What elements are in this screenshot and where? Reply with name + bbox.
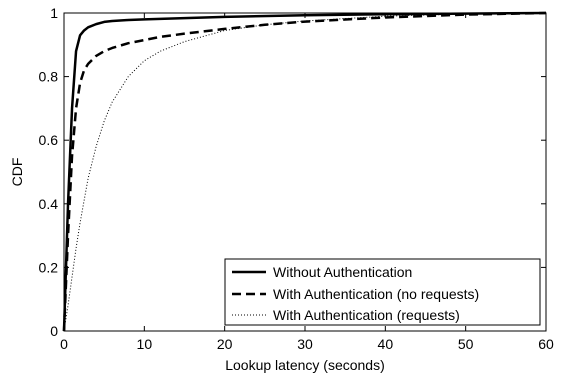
legend: Without Authentication With Authenticati… xyxy=(224,258,541,326)
series-line-auth-no-requests xyxy=(62,11,547,332)
axis-ticks: 0 10 20 30 40 50 60 0 0.2 0.4 0.6 0.8 1 xyxy=(39,5,554,352)
series-line-auth-requests xyxy=(63,12,547,332)
series-lines xyxy=(62,11,547,332)
x-tick-label: 40 xyxy=(378,336,394,352)
y-tick-label: 0.2 xyxy=(39,259,59,275)
x-tick-label: 60 xyxy=(538,336,554,352)
y-tick-label: 0.8 xyxy=(39,69,59,85)
y-tick-label: 1 xyxy=(50,5,58,21)
x-tick-label: 30 xyxy=(297,336,313,352)
x-axis-label: Lookup latency (seconds) xyxy=(225,357,385,373)
y-tick-label: 0.6 xyxy=(39,132,59,148)
x-tick-label: 50 xyxy=(458,336,474,352)
legend-label-auth-requests: With Authentication (requests) xyxy=(273,307,460,323)
legend-label-without-auth: Without Authentication xyxy=(273,264,412,280)
x-tick-label: 10 xyxy=(137,336,153,352)
y-tick-label: 0 xyxy=(50,323,58,339)
legend-label-auth-no-requests: With Authentication (no requests) xyxy=(273,286,479,302)
series-line-without-auth xyxy=(62,11,547,332)
legend-box xyxy=(224,258,541,326)
x-tick-label: 0 xyxy=(60,336,68,352)
y-axis-label: CDF xyxy=(9,158,25,187)
y-tick-label: 0.4 xyxy=(39,196,59,212)
x-tick-label: 20 xyxy=(217,336,233,352)
